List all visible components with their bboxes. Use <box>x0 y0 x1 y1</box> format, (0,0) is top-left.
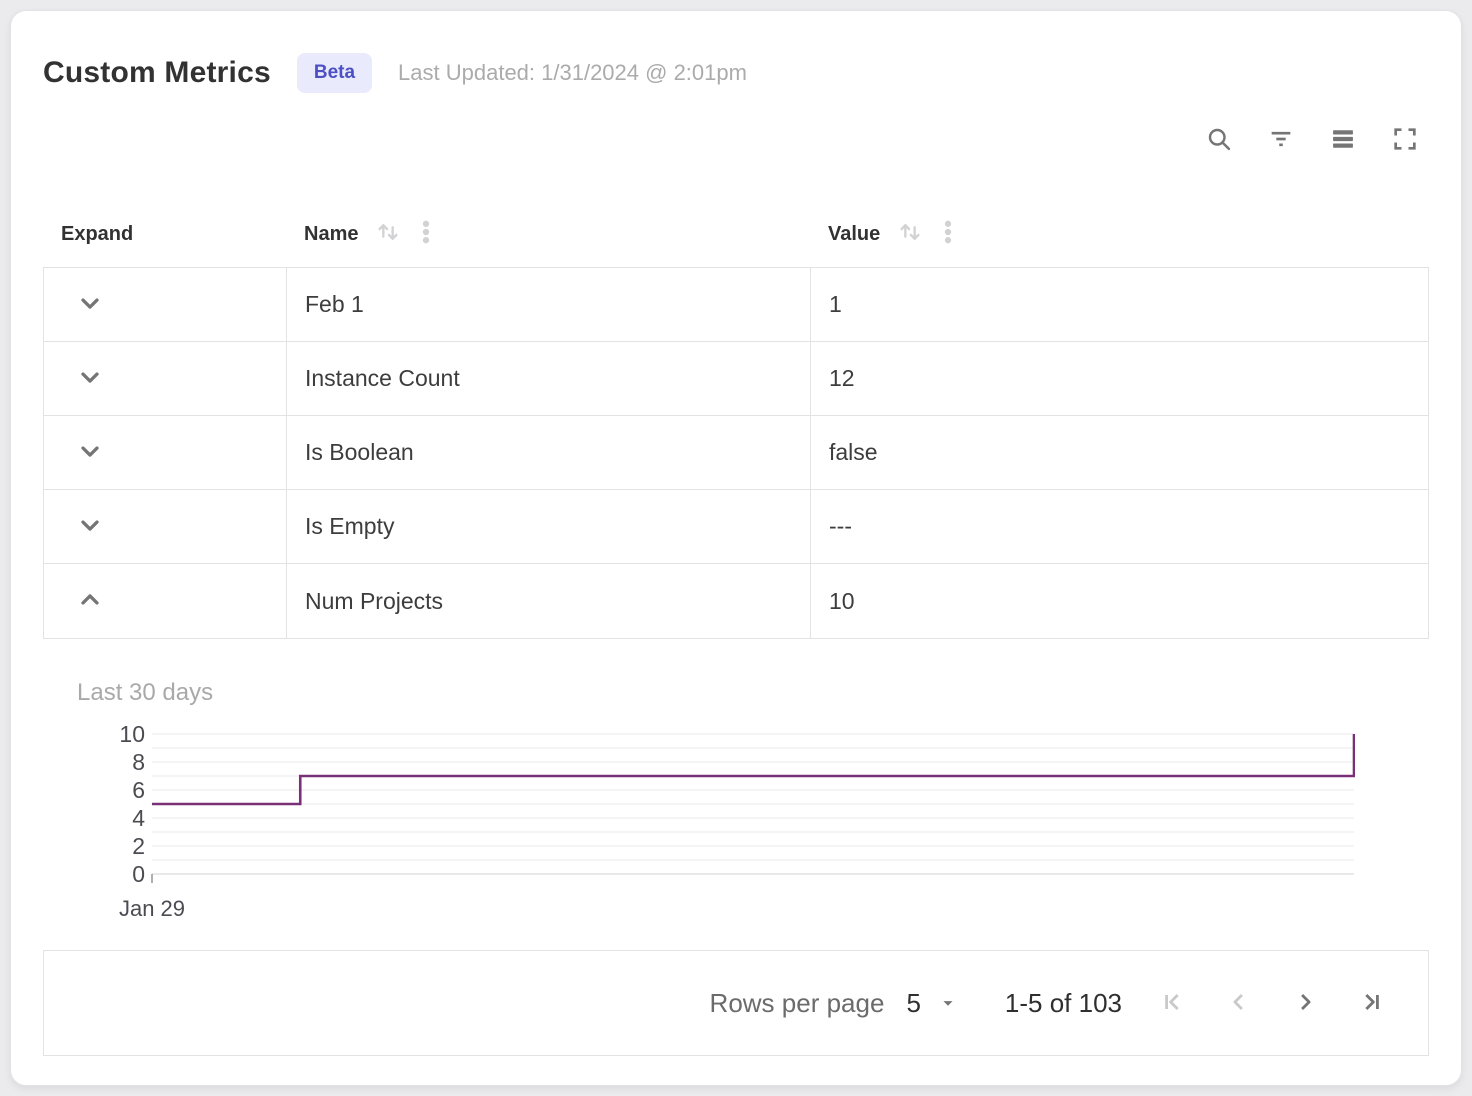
rows-per-page-label: Rows per page <box>709 987 885 1018</box>
column-header-label: Name <box>304 222 359 245</box>
chevron-down-icon <box>76 289 104 320</box>
column-menu-icon[interactable] <box>416 218 436 251</box>
chart-title: Last 30 days <box>77 679 214 706</box>
column-header-label: Value <box>828 222 881 245</box>
chevron-down-icon <box>76 363 104 394</box>
first-page-icon <box>1159 988 1187 1019</box>
column-header-label: Expand <box>61 222 134 245</box>
y-axis-tick-label: 0 <box>132 861 145 887</box>
rows-per-page-value: 5 <box>906 987 921 1018</box>
header: Custom Metrics Beta Last Updated: 1/31/2… <box>43 11 1429 101</box>
filter-icon <box>1267 125 1295 153</box>
value-cell: false <box>810 416 1428 489</box>
beta-badge: Beta <box>296 53 373 93</box>
caret-down-icon <box>937 992 959 1014</box>
table-row: Is Boolean false <box>44 416 1428 490</box>
name-cell: Instance Count <box>286 342 810 415</box>
previous-page-button[interactable] <box>1216 980 1262 1026</box>
search-icon <box>1205 125 1233 153</box>
fullscreen-button[interactable] <box>1381 117 1429 161</box>
y-axis-labels: 0 2 4 6 8 10 <box>77 722 145 887</box>
chevron-down-icon <box>76 511 104 542</box>
chevron-up-icon <box>76 586 104 617</box>
rows-per-page-select[interactable]: 5 <box>906 988 958 1019</box>
chevron-right-icon <box>1291 988 1319 1019</box>
name-cell: Is Empty <box>286 490 810 563</box>
custom-metrics-card: Custom Metrics Beta Last Updated: 1/31/2… <box>10 10 1462 1086</box>
search-button[interactable] <box>1195 117 1243 161</box>
last-page-button[interactable] <box>1348 980 1394 1026</box>
table-row: Feb 1 1 <box>44 268 1428 342</box>
expand-cell <box>44 416 286 489</box>
y-axis-tick-label: 6 <box>132 777 145 803</box>
first-page-button[interactable] <box>1150 980 1196 1026</box>
collapse-row-button[interactable] <box>68 579 112 623</box>
expand-row-button[interactable] <box>68 357 112 401</box>
value-cell: 12 <box>810 342 1428 415</box>
column-header-value[interactable]: Value <box>810 218 1429 251</box>
value-cell: 1 <box>810 268 1428 341</box>
y-axis-tick-label: 8 <box>132 749 145 775</box>
pager-controls <box>1150 980 1394 1026</box>
table-row: Num Projects 10 <box>44 564 1428 638</box>
table-row: Instance Count 12 <box>44 342 1428 416</box>
filter-button[interactable] <box>1257 117 1305 161</box>
page-range-label: 1-5 of 103 <box>1004 987 1122 1018</box>
expand-row-button[interactable] <box>68 505 112 549</box>
sort-icon[interactable] <box>374 218 402 251</box>
x-axis-tick-label: Jan 29 <box>118 896 186 921</box>
table-row: Is Empty --- <box>44 490 1428 564</box>
expand-row-button[interactable] <box>68 283 112 327</box>
y-axis-tick-label: 2 <box>132 833 145 859</box>
expand-cell <box>44 342 286 415</box>
value-cell: 10 <box>810 564 1428 638</box>
expand-cell <box>44 564 286 638</box>
name-cell: Num Projects <box>286 564 810 638</box>
plot-area <box>151 733 1356 890</box>
grid-toolbar <box>43 117 1429 161</box>
y-axis-tick-label: 4 <box>132 805 145 831</box>
last-updated-text: Last Updated: 1/31/2024 @ 2:01pm <box>398 60 747 85</box>
expand-row-button[interactable] <box>68 431 112 475</box>
name-cell: Feb 1 <box>286 268 810 341</box>
y-axis-tick-label: 10 <box>119 721 145 747</box>
num-projects-line-chart <box>151 733 1356 883</box>
page-title: Custom Metrics <box>43 56 271 89</box>
expand-cell <box>44 268 286 341</box>
density-icon <box>1329 125 1357 153</box>
density-button[interactable] <box>1319 117 1367 161</box>
next-page-button[interactable] <box>1282 980 1328 1026</box>
table-body: Feb 1 1 Instance Count 12 <box>43 267 1429 639</box>
sort-icon[interactable] <box>896 218 924 251</box>
name-cell: Is Boolean <box>286 416 810 489</box>
column-header-name[interactable]: Name <box>286 218 810 251</box>
value-cell: --- <box>810 490 1428 563</box>
column-header-expand: Expand <box>43 223 286 246</box>
table-header-row: Expand Name Value <box>43 201 1429 267</box>
pagination-footer: Rows per page 5 1-5 of 103 <box>43 950 1429 1056</box>
chevron-left-icon <box>1225 988 1253 1019</box>
fullscreen-icon <box>1391 125 1419 153</box>
chevron-down-icon <box>76 437 104 468</box>
row-detail-panel: Last 30 days 0 2 4 6 8 10 Jan 29 <box>43 639 1429 922</box>
chart-area: 0 2 4 6 8 10 <box>77 722 1429 890</box>
expand-cell <box>44 490 286 563</box>
column-menu-icon[interactable] <box>938 218 958 251</box>
last-page-icon <box>1357 988 1385 1019</box>
